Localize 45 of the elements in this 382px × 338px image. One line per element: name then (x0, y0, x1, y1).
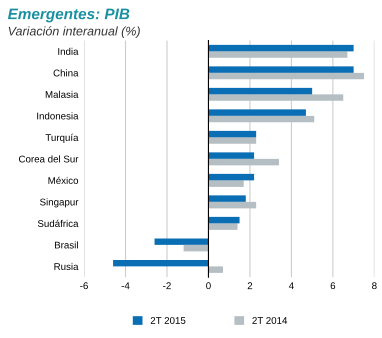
x-tick-label: -4 (122, 282, 130, 290)
bar (113, 260, 208, 266)
bar (208, 195, 246, 202)
bar (208, 152, 254, 159)
bar (208, 94, 344, 101)
x-tick-label: 0 (206, 282, 211, 290)
y-tick-label: Singapur (40, 198, 78, 208)
bar (184, 244, 208, 252)
bar (208, 72, 364, 80)
x-tick-label: -6 (80, 282, 88, 290)
bar (208, 266, 223, 273)
bar (208, 180, 244, 187)
x-tick-label: 4 (288, 282, 294, 290)
y-tick-label: China (54, 69, 78, 76)
bar (208, 137, 256, 144)
y-tick-label: Brasil (54, 241, 78, 249)
bar (208, 66, 354, 73)
y-tick-label: Turquía (46, 134, 78, 143)
y-tick-label: Sudáfrica (38, 220, 78, 228)
y-tick-label: India (58, 48, 78, 55)
chart-title: Emergentes: PIB (8, 8, 130, 22)
y-tick-label: Malasia (46, 90, 78, 98)
x-tick-label: 6 (330, 282, 336, 290)
bar (208, 216, 240, 224)
bar (208, 88, 312, 94)
bar (208, 174, 254, 180)
bar (208, 116, 314, 122)
x-tick-label: 8 (372, 282, 377, 290)
bar (208, 223, 238, 230)
legend-label: 2T 2015 (150, 317, 186, 324)
bar (208, 158, 279, 166)
bar (208, 51, 348, 58)
y-tick-label: México (48, 176, 78, 184)
chart-subtitle: Variación interanual (%) (8, 26, 140, 38)
bar (208, 109, 306, 116)
y-tick-label: Rusia (54, 262, 78, 270)
bar (154, 238, 208, 245)
x-tick-label: -2 (163, 282, 171, 290)
y-tick-label: Corea del Sur (18, 155, 78, 162)
y-tick-label: Indonesia (37, 112, 78, 120)
x-tick-label: 2 (248, 282, 252, 290)
bar (208, 44, 354, 52)
bar (208, 130, 256, 138)
legend-label: 2T 2014 (252, 317, 288, 324)
bar (208, 202, 256, 208)
